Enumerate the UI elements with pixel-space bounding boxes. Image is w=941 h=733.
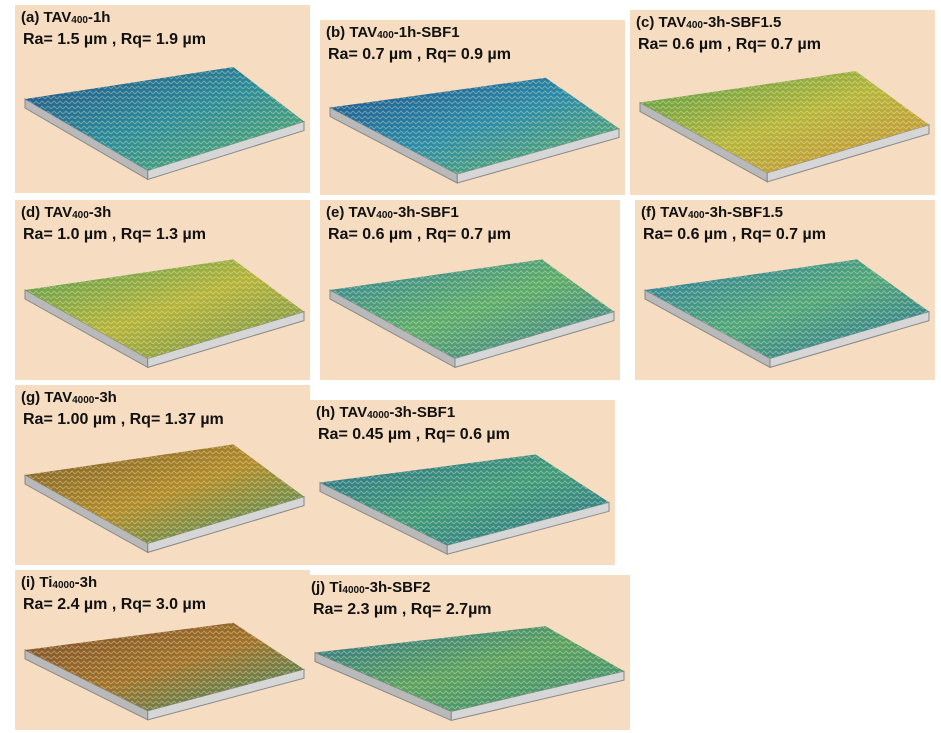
panel-title: (d) TAV400-3h <box>21 204 111 221</box>
panel-suffix: -3h <box>88 204 112 221</box>
panel-title: (c) TAV400-3h-SBF1.5 <box>636 14 781 31</box>
roughness: Ra= 1.00 µm , Rq= 1.37 µm <box>23 411 224 428</box>
panel-label: (d) TAV <box>21 204 73 221</box>
panel-suffix: -3h-SBF1.5 <box>704 204 783 221</box>
roughness: Ra= 2.3 µm , Rq= 2.7µm <box>313 601 492 618</box>
surface-texture <box>25 67 304 171</box>
base-front <box>147 495 305 554</box>
surface-texture <box>25 444 304 544</box>
panel-title: (g) TAV4000-3h <box>21 389 117 406</box>
panel-title: (e) TAV400-3h-SBF1 <box>326 204 459 221</box>
panel-label: (h) TAV <box>316 404 368 421</box>
panel: (g) TAV4000-3h Ra= 1.00 µm , Rq= 1.37 µm <box>15 385 310 565</box>
surface-texture <box>25 259 304 359</box>
panel: (e) TAV400-3h-SBF1 Ra= 0.6 µm , Rq= 0.7 µ… <box>320 200 620 380</box>
panel-label: (a) TAV <box>21 9 72 26</box>
panel-subscript: 4000 <box>367 410 390 421</box>
panel-subscript: 400 <box>377 30 394 41</box>
surface-image <box>24 622 305 721</box>
panel: (f) TAV400-3h-SBF1.5 Ra= 0.6 µm , Rq= 0.7… <box>635 200 935 380</box>
base-front <box>769 310 930 369</box>
panel-label: (j) Ti <box>311 579 343 596</box>
panel-suffix: -3h <box>74 574 98 591</box>
panel: (h) TAV4000-3h-SBF1 Ra= 0.45 µm , Rq= 0.6… <box>310 400 615 565</box>
surface-image <box>329 259 615 369</box>
panel-subscript: 4000 <box>72 395 95 406</box>
panel-title: (f) TAV400-3h-SBF1.5 <box>641 204 783 221</box>
panel: (b) TAV400-1h-SBF1 Ra= 0.7 µm , Rq= 0.9 µ… <box>320 20 625 195</box>
panel-suffix: -3h-SBF1 <box>392 204 459 221</box>
panel-subscript: 4000 <box>342 585 365 596</box>
surface-texture <box>315 626 624 712</box>
panel: (c) TAV400-3h-SBF1.5 Ra= 0.6 µm , Rq= 0.7… <box>630 10 935 195</box>
panel: (d) TAV400-3h Ra= 1.0 µm , Rq= 1.3 µm <box>15 200 310 380</box>
panel-label: (e) TAV <box>326 204 377 221</box>
roughness: Ra= 2.4 µm , Rq= 3.0 µm <box>23 596 206 613</box>
roughness: Ra= 0.6 µm , Rq= 0.7 µm <box>638 36 821 53</box>
surface-image <box>314 626 625 722</box>
roughness: Ra= 0.6 µm , Rq= 0.7 µm <box>328 226 511 243</box>
panel-title: (i) Ti4000-3h <box>21 574 97 591</box>
panel-suffix: -1h <box>87 9 111 26</box>
surface-texture <box>330 77 619 174</box>
base-front <box>147 120 305 181</box>
panel-suffix: -1h-SBF1 <box>393 24 460 41</box>
panel-suffix: -3h-SBF1 <box>389 404 456 421</box>
surface-image <box>24 444 305 554</box>
panel-suffix: -3h-SBF2 <box>364 579 431 596</box>
base-front <box>766 124 930 183</box>
surface-texture <box>320 454 609 546</box>
surface-image <box>24 67 305 181</box>
panel-label: (b) TAV <box>326 24 378 41</box>
roughness: Ra= 0.7 µm , Rq= 0.9 µm <box>328 46 511 63</box>
surface-image <box>644 259 930 369</box>
roughness: Ra= 1.5 µm , Rq= 1.9 µm <box>23 31 206 48</box>
panel-label: (i) Ti <box>21 574 53 591</box>
surface-image <box>319 454 610 556</box>
panel-suffix: -3h-SBF1.5 <box>702 14 782 31</box>
surface-image <box>329 77 620 184</box>
surface-texture <box>25 622 304 711</box>
panel: (j) Ti4000-3h-SBF2 Ra= 2.3 µm , Rq= 2.7µm <box>305 575 630 730</box>
roughness: Ra= 1.0 µm , Rq= 1.3 µm <box>23 226 206 243</box>
panel-subscript: 400 <box>71 15 88 26</box>
panel-subscript: 400 <box>72 210 89 221</box>
panel-subscript: 4000 <box>52 580 75 591</box>
roughness: Ra= 0.6 µm , Rq= 0.7 µm <box>643 226 826 243</box>
panel-title: (j) Ti4000-3h-SBF2 <box>311 579 430 596</box>
panel-suffix: -3h <box>94 389 117 406</box>
panel-subscript: 400 <box>686 20 703 31</box>
panel-label: (g) TAV <box>21 389 73 406</box>
base-front <box>454 310 615 369</box>
panel-title: (h) TAV4000-3h-SBF1 <box>316 404 455 421</box>
panel-label: (c) TAV <box>636 14 687 31</box>
surface-texture <box>640 71 929 173</box>
panel: (i) Ti4000-3h Ra= 2.4 µm , Rq= 3.0 µm <box>15 570 310 730</box>
panel-title: (a) TAV400-1h <box>21 9 110 26</box>
panel: (a) TAV400-1h Ra= 1.5 µm , Rq= 1.9 µm <box>15 5 310 193</box>
surface-texture <box>330 259 614 359</box>
panel-title: (b) TAV400-1h-SBF1 <box>326 24 460 41</box>
panel-subscript: 400 <box>687 210 705 221</box>
panel-label: (f) TAV <box>641 204 688 221</box>
surface-image <box>639 71 930 183</box>
panel-subscript: 400 <box>376 210 393 221</box>
surface-image <box>24 259 305 369</box>
base-front <box>147 310 305 369</box>
base-front <box>147 668 305 721</box>
surface-texture <box>645 259 929 359</box>
roughness: Ra= 0.45 µm , Rq= 0.6 µm <box>318 426 510 443</box>
